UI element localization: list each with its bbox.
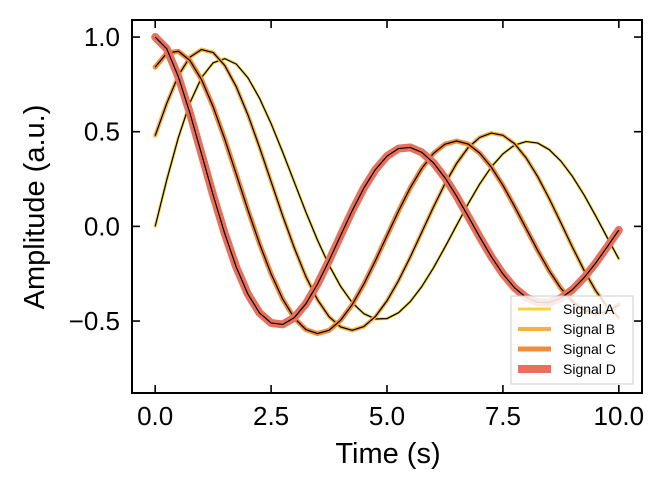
series-outline-signal-a	[154, 58, 620, 320]
legend: Signal A Signal B Signal C Signal D	[510, 295, 634, 385]
y-tick-label: 0.5	[84, 117, 120, 147]
legend-label-signal-b: Signal B	[563, 321, 615, 337]
series-outline-signal-c	[154, 50, 620, 335]
axis-ticks	[132, 20, 642, 393]
legend-label-signal-c: Signal C	[563, 341, 616, 357]
y-tick-label: 0.0	[84, 211, 120, 241]
x-tick-label: 2.5	[253, 401, 289, 431]
tick-labels: 0.0 2.5 5.0 7.5 10.0 −0.5 0.0 0.5 1.0	[69, 22, 644, 431]
y-tick-label: −0.5	[69, 306, 120, 336]
y-axis-label: Amplitude (a.u.)	[19, 105, 51, 310]
legend-label-signal-a: Signal A	[563, 301, 615, 317]
x-tick-label: 7.5	[485, 401, 521, 431]
x-tick-label: 10.0	[594, 401, 645, 431]
x-tick-label: 5.0	[369, 401, 405, 431]
x-axis-label: Time (s)	[335, 438, 440, 470]
series-outline-signal-b	[154, 48, 620, 331]
x-tick-label: 0.0	[137, 401, 173, 431]
y-tick-label: 1.0	[84, 22, 120, 52]
legend-label-signal-d: Signal D	[563, 361, 616, 377]
